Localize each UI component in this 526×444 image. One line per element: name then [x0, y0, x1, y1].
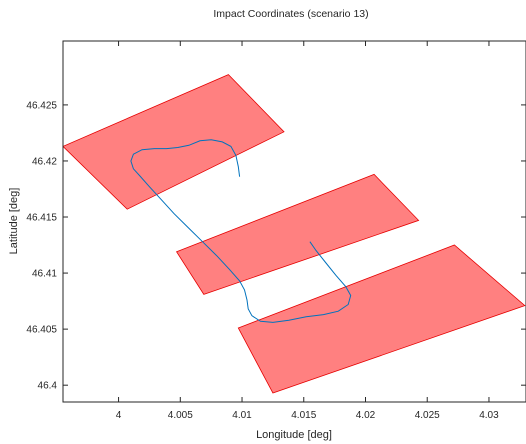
zone-1 [63, 74, 285, 210]
y-tick-label: 46.41 [32, 269, 57, 280]
x-tick-label: 4.01 [232, 410, 252, 421]
trajectory-line-1 [130, 139, 352, 323]
x-tick-label: 4.03 [479, 410, 499, 421]
y-tick-label: 46.405 [26, 325, 57, 336]
zones-layer [63, 74, 526, 394]
y-tick-label: 46.42 [32, 156, 57, 167]
plot-frame [62, 40, 526, 403]
y-tick-label: 46.4 [38, 381, 58, 392]
x-axis-label: Longitude [deg] [256, 429, 332, 441]
x-tick-label: 4.005 [168, 410, 193, 421]
series-layer [130, 139, 352, 323]
x-tick-label: 4.025 [415, 410, 440, 421]
x-tick-label: 4 [116, 410, 122, 421]
x-tick-label: 4.02 [356, 410, 376, 421]
zone-3 [237, 244, 526, 394]
x-tick-label: 4.015 [291, 410, 316, 421]
y-tick-label: 46.425 [26, 100, 57, 111]
chart-title: Impact Coordinates (scenario 13) [213, 8, 368, 20]
ticks-layer: 4 4.005 4.01 4.015 4.02 4.025 4.03 46.4 46.405 46… [26, 41, 526, 421]
y-axis-label: Latitude [deg] [8, 188, 20, 255]
y-tick-label: 46.415 [26, 213, 57, 224]
zone-2 [176, 173, 420, 295]
